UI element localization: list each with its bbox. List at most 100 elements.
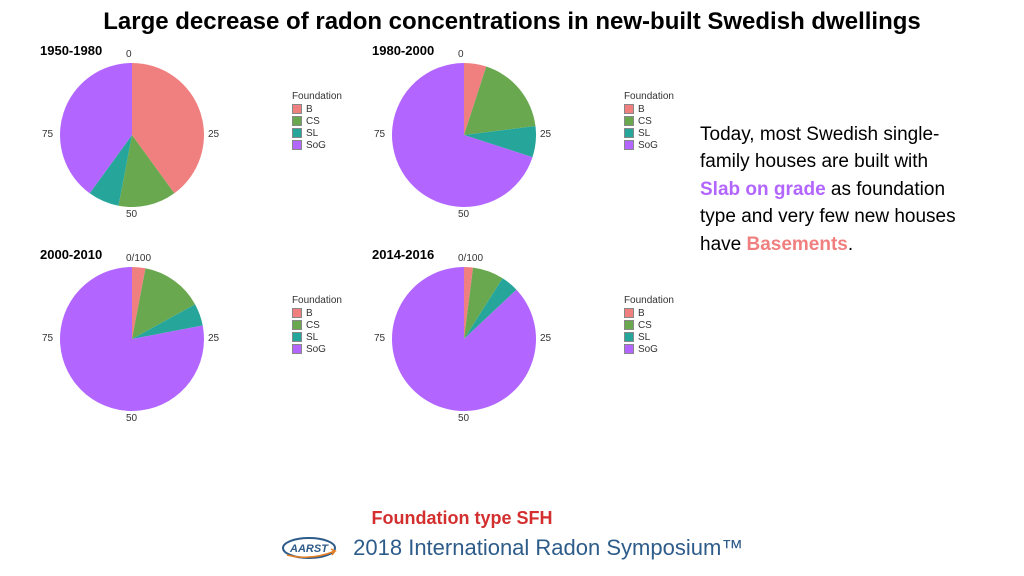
footer: Foundation type SFH AARST 2018 Internati…: [0, 508, 1024, 566]
legend-row: B: [624, 308, 674, 319]
pie-tick: 75: [374, 129, 385, 140]
legend-row: SoG: [292, 344, 342, 355]
pie-wrap: 0/100255075: [60, 267, 204, 416]
legend-label: SoG: [306, 344, 326, 355]
chart-cell: 1980-20000255075FoundationBCSSLSoG: [352, 41, 680, 241]
chart-legend: Foundation BCSSLSoG: [292, 91, 342, 152]
legend-swatch: [292, 104, 302, 114]
pie-svg: [60, 267, 204, 411]
pie-tick: 25: [540, 129, 551, 140]
legend-swatch: [292, 128, 302, 138]
legend-swatch: [624, 128, 634, 138]
charts-grid: 1950-19800255075FoundationBCSSLSoG1980-2…: [20, 41, 680, 445]
legend-row: B: [624, 104, 674, 115]
chart-legend: Foundation BCSSLSoG: [624, 295, 674, 356]
legend-label: B: [306, 308, 313, 319]
pie-tick: 50: [126, 209, 137, 220]
legend-label: CS: [638, 320, 652, 331]
legend-row: B: [292, 308, 342, 319]
pie-tick: 50: [458, 413, 469, 424]
legend-label: CS: [306, 320, 320, 331]
legend-swatch: [292, 116, 302, 126]
legend-title: Foundation: [292, 91, 342, 102]
content-area: 1950-19800255075FoundationBCSSLSoG1980-2…: [0, 41, 1024, 445]
symposium-text: 2018 International Radon Symposium™: [353, 535, 743, 560]
legend-swatch: [624, 332, 634, 342]
pie-tick: 75: [42, 129, 53, 140]
pie-wrap: 0255075: [60, 63, 204, 212]
pie-tick: 25: [208, 333, 219, 344]
legend-row: SL: [292, 128, 342, 139]
legend-row: SoG: [624, 140, 674, 151]
legend-row: CS: [624, 320, 674, 331]
legend-swatch: [292, 308, 302, 318]
legend-row: CS: [292, 116, 342, 127]
legend-label: SL: [306, 332, 318, 343]
pie-tick: 25: [208, 129, 219, 140]
legend-swatch: [292, 140, 302, 150]
side-text-hl2: Basements: [746, 234, 847, 255]
legend-label: B: [638, 104, 645, 115]
legend-swatch: [292, 332, 302, 342]
legend-swatch: [624, 104, 634, 114]
legend-label: B: [306, 104, 313, 115]
legend-label: SoG: [306, 140, 326, 151]
legend-row: SoG: [292, 140, 342, 151]
legend-label: CS: [638, 116, 652, 127]
chart-title: 2014-2016: [372, 247, 434, 262]
legend-row: SL: [292, 332, 342, 343]
side-text-pre: Today, most Swedish single-family houses…: [700, 124, 939, 173]
subtitle: Foundation type SFH: [0, 508, 1024, 529]
chart-title: 1950-1980: [40, 43, 102, 58]
aarst-logo: AARST: [281, 535, 341, 566]
legend-row: B: [292, 104, 342, 115]
legend-label: CS: [306, 116, 320, 127]
legend-swatch: [624, 308, 634, 318]
legend-label: SoG: [638, 140, 658, 151]
legend-row: SoG: [624, 344, 674, 355]
legend-label: B: [638, 308, 645, 319]
legend-swatch: [292, 320, 302, 330]
page-title: Large decrease of radon concentrations i…: [0, 0, 1024, 41]
pie-tick: 50: [458, 209, 469, 220]
legend-row: SL: [624, 128, 674, 139]
pie-wrap: 0/100255075: [392, 267, 536, 416]
legend-row: CS: [624, 116, 674, 127]
legend-label: SL: [638, 128, 650, 139]
legend-title: Foundation: [292, 295, 342, 306]
chart-cell: 1950-19800255075FoundationBCSSLSoG: [20, 41, 348, 241]
chart-cell: 2000-20100/100255075FoundationBCSSLSoG: [20, 245, 348, 445]
legend-row: SL: [624, 332, 674, 343]
pie-tick: 75: [42, 333, 53, 344]
legend-swatch: [624, 344, 634, 354]
legend-label: SL: [638, 332, 650, 343]
legend-title: Foundation: [624, 295, 674, 306]
chart-title: 2000-2010: [40, 247, 102, 262]
pie-svg: [392, 267, 536, 411]
legend-swatch: [624, 320, 634, 330]
pie-svg: [60, 63, 204, 207]
chart-legend: Foundation BCSSLSoG: [292, 295, 342, 356]
legend-label: SL: [306, 128, 318, 139]
pie-tick: 25: [540, 333, 551, 344]
legend-swatch: [624, 116, 634, 126]
pie-tick: 0/100: [126, 253, 151, 264]
legend-swatch: [292, 344, 302, 354]
pie-tick: 75: [374, 333, 385, 344]
pie-tick: 0: [126, 49, 132, 60]
chart-legend: Foundation BCSSLSoG: [624, 91, 674, 152]
side-text-post: .: [848, 234, 853, 255]
pie-tick: 50: [126, 413, 137, 424]
chart-cell: 2014-20160/100255075FoundationBCSSLSoG: [352, 245, 680, 445]
logo-text: AARST: [289, 543, 329, 555]
pie-svg: [392, 63, 536, 207]
pie-wrap: 0255075: [392, 63, 536, 212]
legend-title: Foundation: [624, 91, 674, 102]
pie-tick: 0: [458, 49, 464, 60]
pie-tick: 0/100: [458, 253, 483, 264]
chart-title: 1980-2000: [372, 43, 434, 58]
legend-row: CS: [292, 320, 342, 331]
symposium-line: AARST 2018 International Radon Symposium…: [0, 535, 1024, 566]
side-text-hl1: Slab on grade: [700, 179, 826, 200]
legend-swatch: [624, 140, 634, 150]
